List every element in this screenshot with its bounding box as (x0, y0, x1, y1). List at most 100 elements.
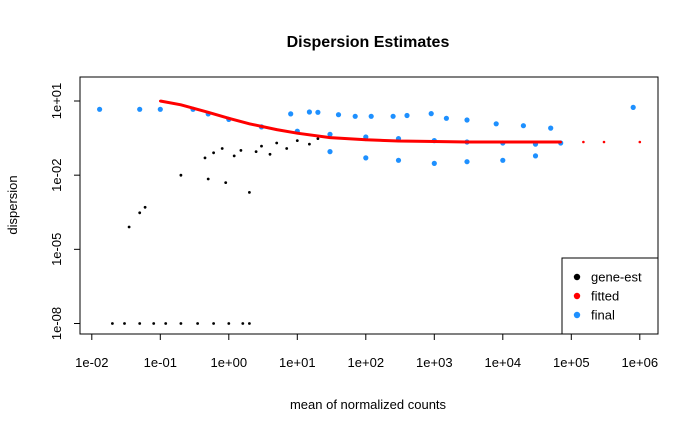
final-point-33 (395, 157, 402, 163)
gene-est-point-15 (206, 177, 210, 181)
final-point-1 (137, 106, 143, 112)
x-axis-label: mean of normalized counts (290, 397, 447, 412)
gene-est-point-30 (316, 137, 320, 141)
plot-marks (97, 104, 636, 325)
final-point-24 (428, 111, 434, 117)
gene-est-point-6 (196, 322, 200, 325)
legend: gene-est fitted final (561, 257, 659, 335)
x-tick-label-5: 1e+03 (416, 355, 453, 370)
fitted-point-3 (227, 117, 231, 120)
final-point-2 (157, 106, 163, 112)
final-point-0 (97, 106, 103, 112)
gene-est-point-9 (241, 322, 245, 325)
gene-est-point-3 (152, 322, 156, 325)
fitted-point-4 (248, 122, 251, 126)
final-point-18 (315, 109, 321, 115)
legend-final-marker (573, 311, 581, 319)
gene-est-point-17 (248, 191, 251, 194)
gene-est-point-7 (212, 322, 216, 325)
fitted-point-8 (364, 138, 368, 142)
final-point-35 (464, 159, 470, 165)
y-axis-label: dispersion (5, 175, 20, 234)
final-point-36 (500, 157, 506, 163)
gene-est-point-4 (164, 322, 168, 325)
x-tick-label-1: 1e-01 (144, 355, 177, 370)
fitted-curve (160, 99, 561, 144)
legend-fitted-label: fitted (591, 289, 619, 304)
fitted-point-15 (582, 140, 585, 144)
gene-est-point-26 (275, 141, 279, 145)
final-point-22 (390, 113, 396, 119)
gene-est-point-24 (260, 144, 263, 148)
fitted-point-7 (328, 136, 332, 139)
final-point-21 (368, 113, 374, 119)
gene-est-point-0 (111, 322, 114, 325)
x-tick-label-0: 1e-02 (75, 355, 108, 370)
final-point-23 (404, 112, 410, 119)
final-point-27 (493, 121, 499, 127)
final-point-16 (288, 111, 294, 117)
x-tick-label-7: 1e+05 (553, 355, 590, 370)
gene-est-point-22 (239, 149, 243, 152)
fitted-point-16 (602, 140, 606, 144)
legend-gene-est-marker (573, 273, 581, 281)
final-point-30 (630, 104, 636, 110)
x-tick-label-6: 1e+04 (485, 355, 522, 370)
gene-est-point-11 (127, 225, 131, 229)
gene-est-point-1 (123, 322, 126, 325)
fitted-point-2 (206, 111, 210, 114)
final-point-17 (306, 109, 312, 115)
gene-est-point-18 (203, 156, 207, 160)
final-point-25 (443, 115, 449, 121)
legend-items: gene-est fitted final (573, 270, 642, 323)
gene-est-point-10 (248, 322, 251, 325)
final-point-37 (532, 153, 539, 159)
legend-gene-est-label: gene-est (591, 270, 642, 285)
final-point-20 (352, 113, 358, 119)
x-axis: 1e-02 1e-01 1e+00 1e+01 1e+02 1e+03 1e+04 1e+05… (75, 333, 659, 370)
final-point-32 (363, 155, 369, 161)
y-tick-label-3: 1e-08 (49, 307, 64, 340)
fitted-marks (159, 99, 642, 144)
fitted-point-1 (179, 103, 183, 107)
fitted-point-13 (534, 140, 537, 144)
x-tick-label-8: 1e+06 (622, 355, 659, 370)
gene-est-point-21 (232, 154, 236, 158)
gene-est-point-2 (138, 322, 142, 325)
fitted-point-11 (465, 140, 469, 144)
gene-est-point-20 (220, 147, 224, 150)
final-point-29 (548, 125, 554, 131)
final-point-8 (327, 131, 333, 137)
chart-title: Dispersion Estimates (287, 34, 450, 51)
fitted-point-0 (159, 99, 162, 103)
y-axis: 1e+01 1e-02 1e-05 1e-08 (49, 83, 81, 340)
fitted-point-17 (638, 140, 642, 144)
legend-fitted-marker (573, 292, 581, 300)
gene-est-point-19 (212, 151, 216, 155)
final-point-31 (327, 149, 333, 155)
y-tick-label-2: 1e-05 (49, 233, 64, 266)
x-tick-label-3: 1e+01 (279, 355, 316, 370)
y-tick-label-0: 1e+01 (49, 83, 64, 120)
y-tick-label-1: 1e-02 (49, 159, 64, 192)
gene-est-point-23 (254, 150, 258, 154)
gene-est-point-27 (285, 147, 289, 150)
fitted-point-5 (275, 128, 279, 131)
fitted-point-12 (501, 140, 505, 144)
x-tick-label-4: 1e+02 (348, 355, 385, 370)
gene-est-point-25 (268, 152, 272, 156)
gene-est-point-5 (179, 322, 183, 325)
legend-final-label: final (591, 308, 615, 323)
final-point-34 (431, 160, 437, 166)
gene-est-point-16 (224, 181, 228, 185)
gene-est-point-29 (308, 142, 311, 146)
gene-est-point-13 (143, 205, 147, 209)
gene-est-point-28 (295, 139, 299, 143)
gene-est-point-12 (138, 211, 142, 215)
fitted-point-14 (559, 140, 562, 144)
final-point-28 (520, 123, 527, 129)
gene-est-point-8 (227, 322, 231, 325)
final-point-26 (464, 117, 470, 123)
fitted-point-10 (433, 140, 436, 143)
